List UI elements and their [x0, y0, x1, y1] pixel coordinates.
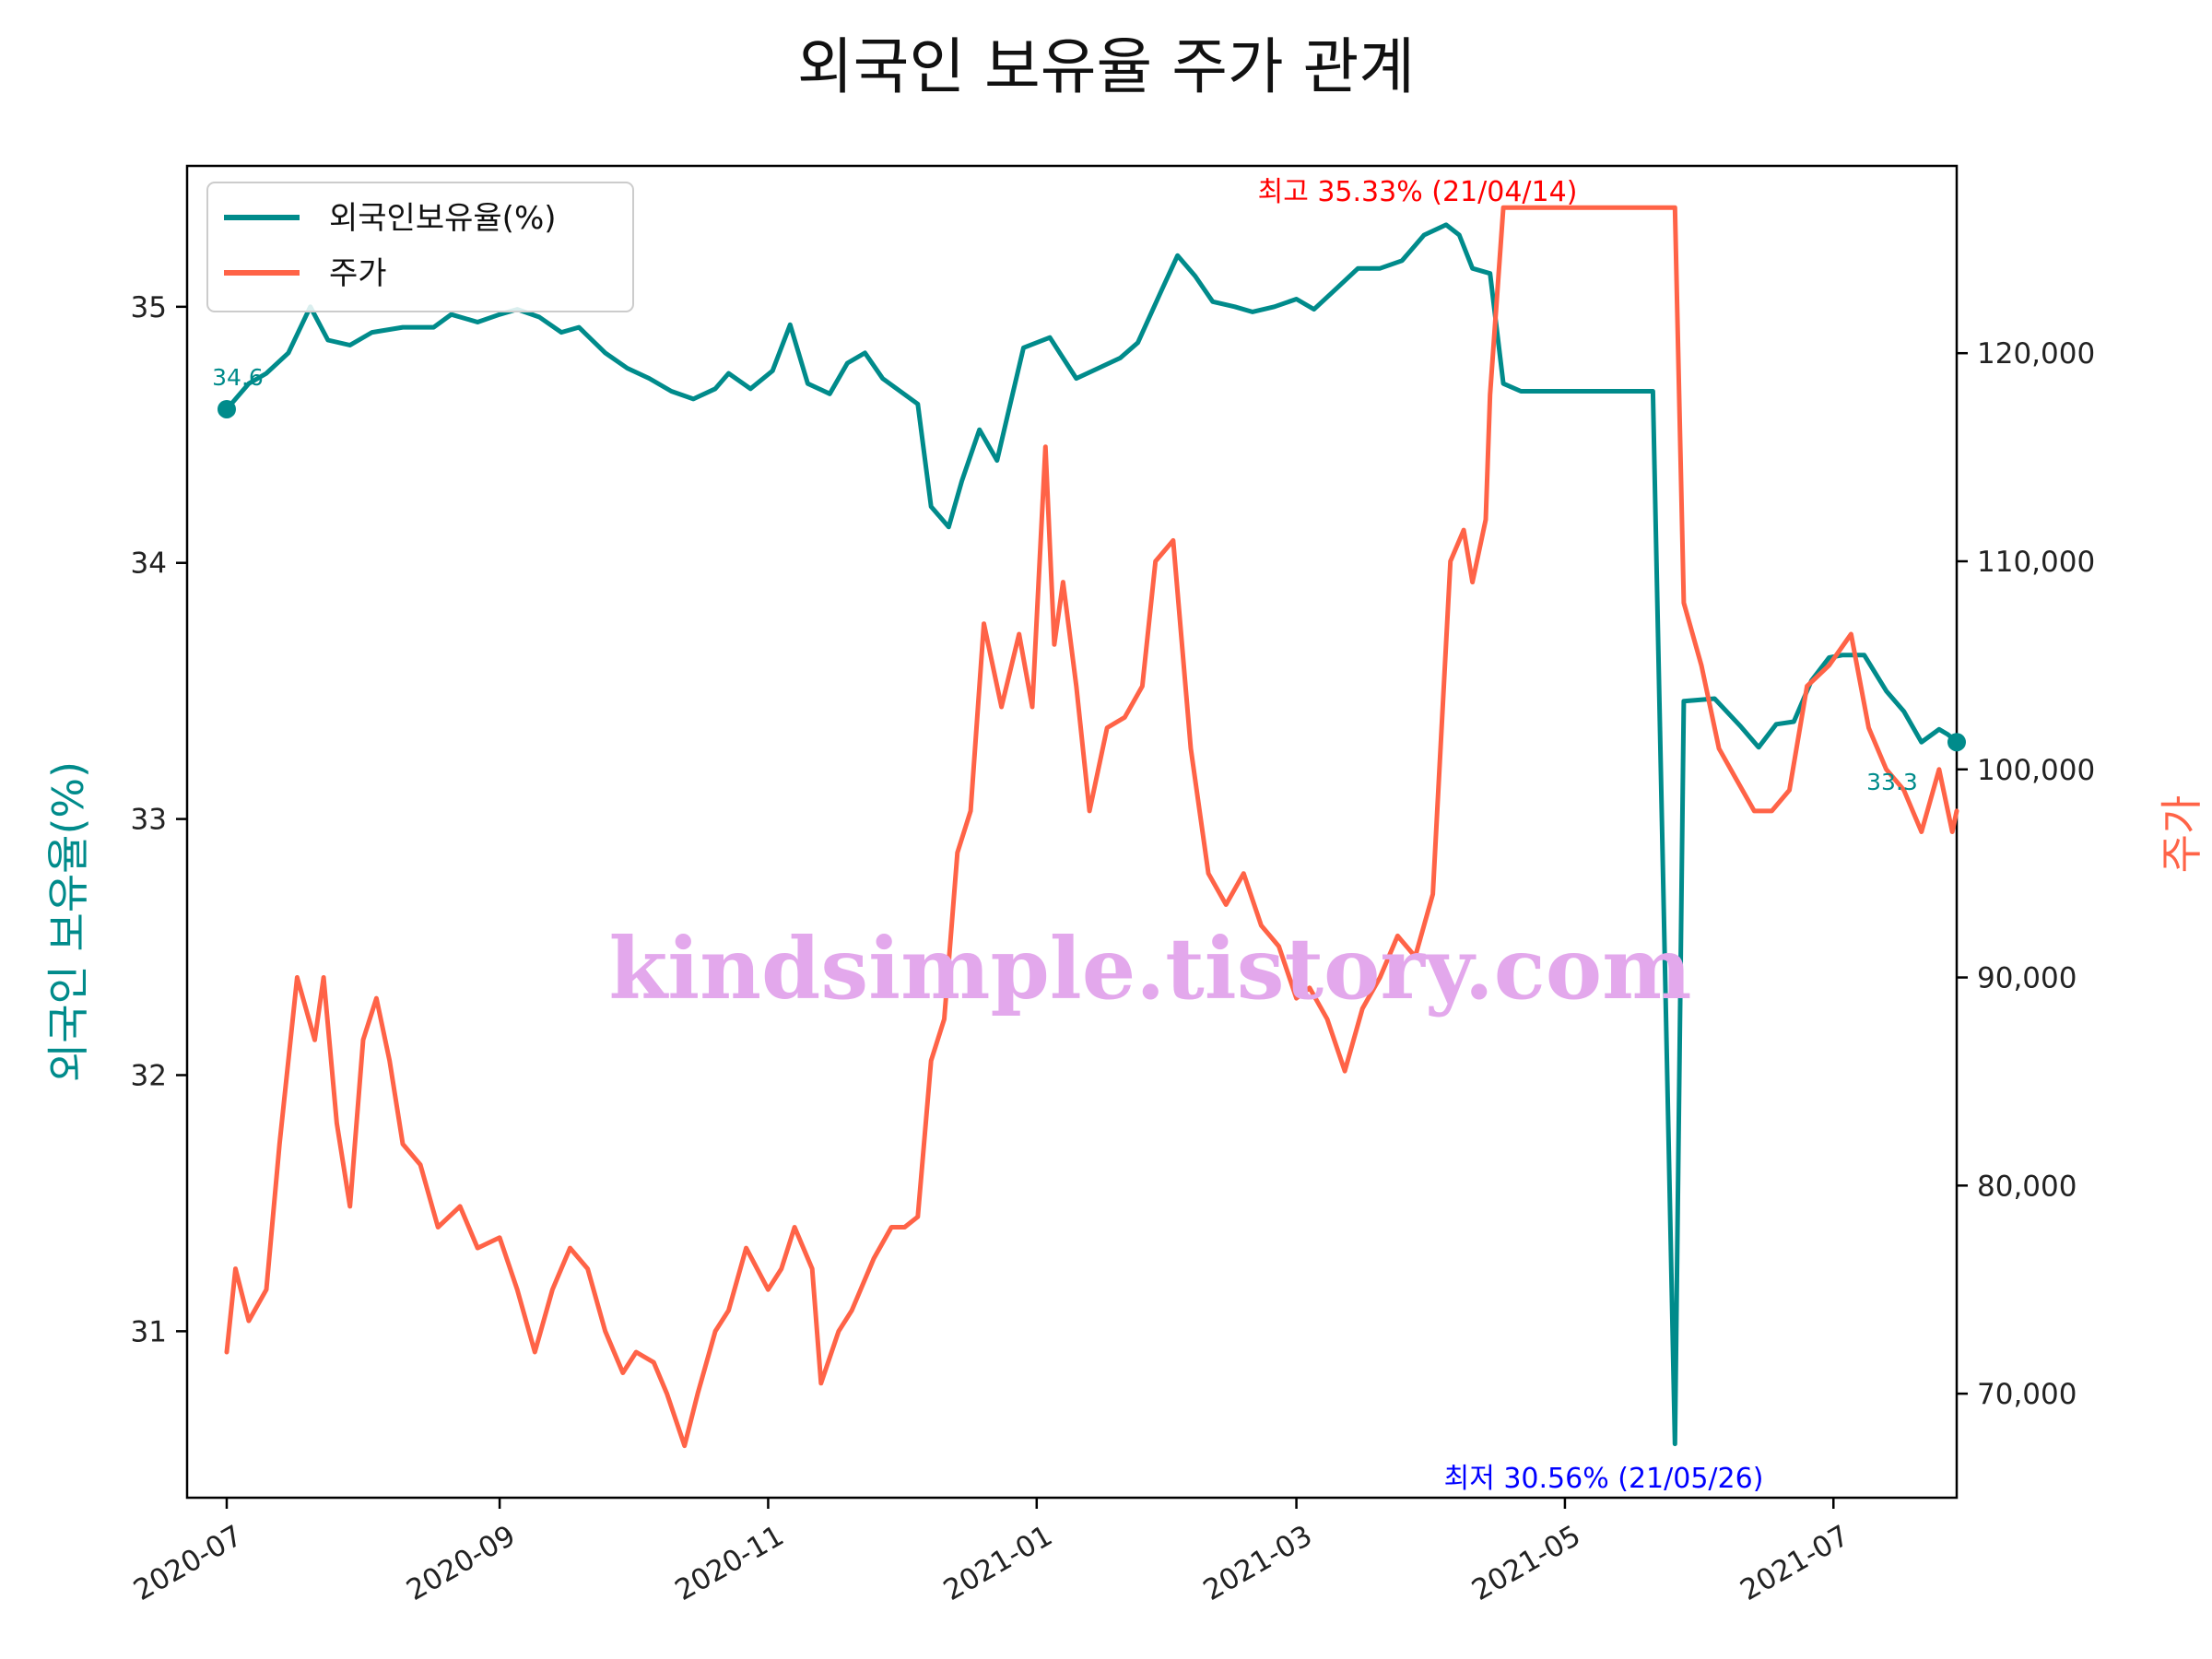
y-tick-label-right: 110,000	[1977, 546, 2095, 579]
legend-label-foreign: 외국인보유율(%)	[329, 200, 557, 237]
y-tick-label-left: 35	[131, 291, 167, 324]
series-line-foreign	[224, 222, 1959, 1447]
min-annotation: 최저 30.56% (21/05/26)	[1444, 1463, 1764, 1495]
watermark-text: kindsimple.tistory.com	[608, 919, 1691, 1018]
x-tick-label: 2020-07	[128, 1519, 248, 1607]
y-tick-label-left: 34	[131, 547, 167, 581]
y-tick-label-right: 120,000	[1977, 337, 2095, 371]
y-tick-label-right: 90,000	[1977, 962, 2077, 995]
end-value-label: 33.3	[1866, 769, 1918, 795]
y-axis-label-left: 외국인 보유율(%)	[43, 761, 93, 1082]
series-layer	[217, 205, 1966, 1449]
x-tick-label: 2020-11	[669, 1519, 789, 1607]
x-tick-label: 2021-07	[1735, 1519, 1854, 1607]
x-tick-label: 2021-01	[938, 1519, 1058, 1607]
y-axis-label-right: 주가	[2157, 795, 2206, 874]
start-marker	[217, 399, 236, 418]
legend-box	[206, 182, 634, 312]
y-tick-label-left: 33	[131, 804, 167, 837]
legend-label-price: 주가	[329, 255, 387, 292]
series-line-price	[224, 205, 1959, 1449]
chart-title: 외국인 보유율 주가 관계	[797, 31, 1415, 102]
x-tick-label: 2021-05	[1466, 1519, 1586, 1607]
end-marker	[1947, 733, 1966, 752]
y-tick-label-right: 80,000	[1977, 1170, 2077, 1203]
axes-layer: 2020-07 2020-09 2020-11 2021-01 2021-03 2021-…	[128, 164, 2095, 1607]
annotation-layer: 최고 35.33% (21/04/14) 최저 30.56% (21/05/26…	[212, 176, 1918, 1495]
start-value-label: 34.6	[212, 364, 264, 391]
y-tick-label-left: 31	[131, 1315, 167, 1348]
legend: 외국인보유율(%) 주가	[206, 182, 634, 312]
x-tick-label: 2020-09	[401, 1519, 521, 1607]
max-annotation: 최고 35.33% (21/04/14)	[1258, 176, 1578, 208]
y-tick-label-left: 32	[131, 1059, 167, 1092]
y-tick-label-right: 100,000	[1977, 754, 2095, 787]
plot-frame	[185, 164, 1959, 1500]
x-tick-label: 2021-03	[1198, 1519, 1318, 1607]
y-tick-label-right: 70,000	[1977, 1378, 2077, 1411]
